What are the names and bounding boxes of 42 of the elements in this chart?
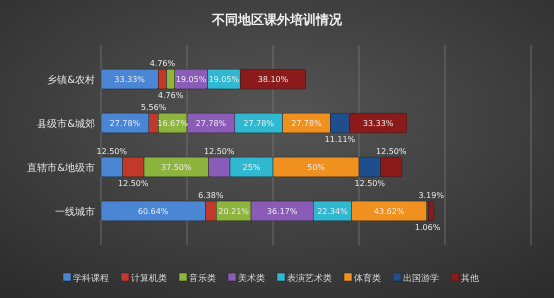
data-label: 11.11% <box>324 134 356 144</box>
legend-label: 出国游学 <box>403 273 439 284</box>
legend-label: 计算机类 <box>131 273 167 284</box>
legend-label: 音乐类 <box>189 273 216 284</box>
data-label: 3.19% <box>418 191 444 200</box>
data-label: 12.50% <box>376 147 407 156</box>
data-label: 22.34% <box>317 206 348 216</box>
data-label: 50% <box>307 162 326 172</box>
data-label: 33.33% <box>362 119 394 128</box>
y-tick-label: 县级市&城郊 <box>37 118 95 130</box>
data-label: 20.21% <box>218 206 250 216</box>
legend-label: 学科课程 <box>73 273 109 284</box>
data-label: 33.33% <box>114 75 146 84</box>
y-tick-label: 乡镇&农村 <box>47 74 95 86</box>
data-label: 27.78% <box>110 119 141 128</box>
data-label: 12.50% <box>118 178 149 188</box>
data-label: 38.10% <box>258 75 289 84</box>
y-tick-label: 直辖市&地级市 <box>27 162 95 174</box>
y-tick-label: 一线城市 <box>55 206 95 218</box>
data-label: 4.76% <box>150 59 176 68</box>
data-label: 12.50% <box>354 178 386 188</box>
data-label: 27.78% <box>291 119 322 128</box>
legend-label: 表演艺术类 <box>287 273 332 284</box>
data-label: 19.05% <box>208 75 240 84</box>
data-label: 12.50% <box>96 147 128 156</box>
data-label: 25% <box>242 162 261 172</box>
data-label: 43.62% <box>374 206 405 216</box>
data-label: 60.64% <box>138 206 169 216</box>
data-label: 4.76% <box>158 90 184 100</box>
legend-label: 体育类 <box>354 273 381 284</box>
data-label: 1.06% <box>414 222 441 232</box>
data-label: 27.78% <box>243 119 274 128</box>
legend-label: 其他 <box>461 273 479 284</box>
legend-label: 美术类 <box>238 273 265 284</box>
data-label: 12.50% <box>204 147 235 156</box>
data-label: 36.17% <box>266 206 298 216</box>
data-label: 37.50% <box>160 162 192 172</box>
chart-title: 不同地区课外培训情况 <box>211 12 343 28</box>
data-label: 19.05% <box>176 75 207 84</box>
data-label: 27.78% <box>196 119 227 128</box>
data-label: 5.56% <box>140 103 167 112</box>
data-label: 6.38% <box>198 191 224 200</box>
